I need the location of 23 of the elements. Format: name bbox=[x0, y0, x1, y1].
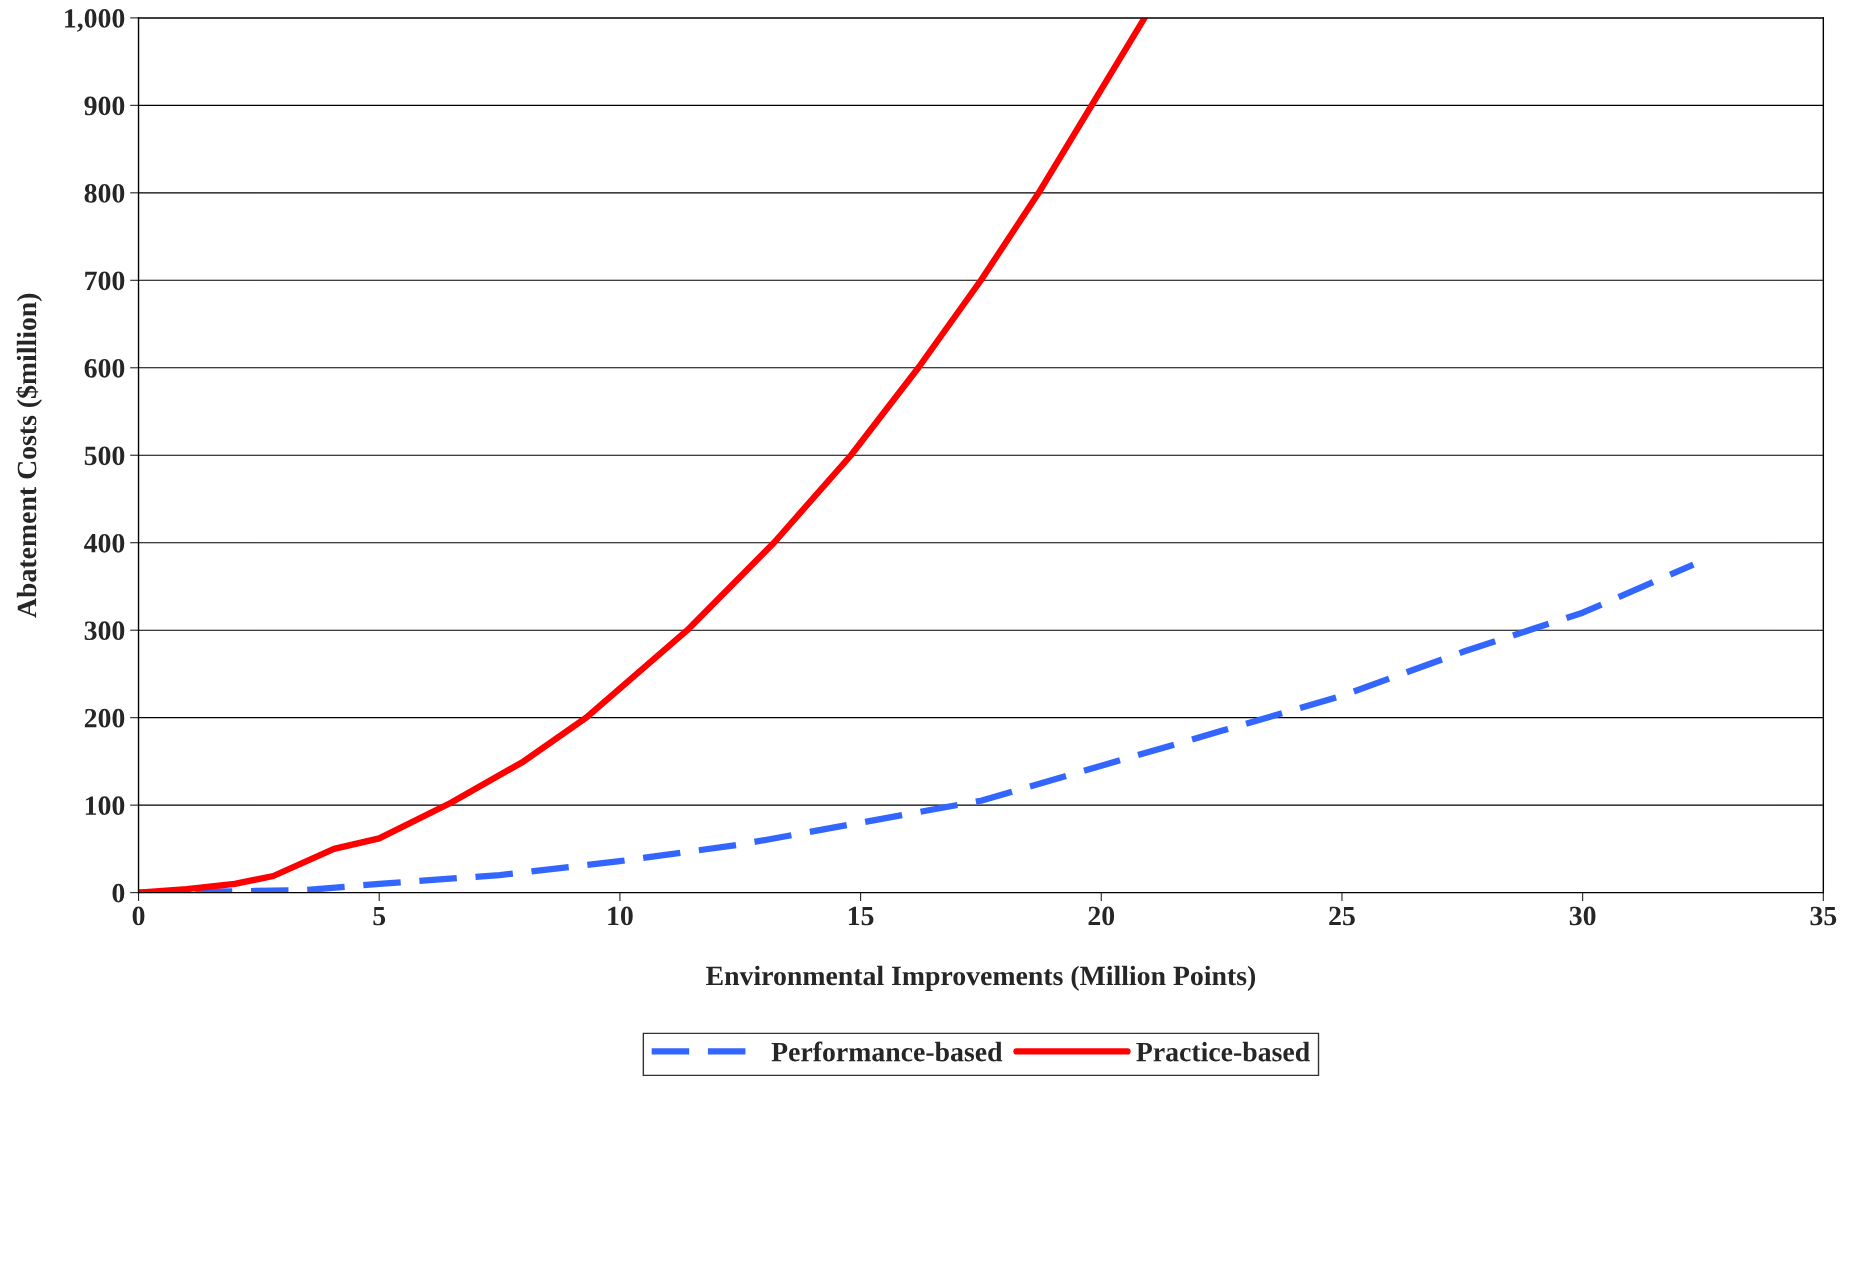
y-axis-title: Abatement Costs ($million) bbox=[15, 293, 42, 618]
y-tick-label: 700 bbox=[85, 271, 125, 291]
y-tick-label: 0 bbox=[112, 883, 125, 903]
x-tick-label: 5 bbox=[373, 906, 386, 926]
x-tick-label: 30 bbox=[1569, 906, 1596, 926]
y-tick-label: 500 bbox=[84, 446, 125, 466]
y-tick-label: 600 bbox=[84, 358, 125, 378]
y-tick-label: 100 bbox=[85, 796, 125, 816]
y-tick-label: 800 bbox=[84, 183, 125, 203]
x-tick-label: 10 bbox=[608, 906, 633, 926]
y-tick-label: 400 bbox=[84, 533, 125, 553]
x-tick-label: 20 bbox=[1088, 906, 1115, 926]
x-axis-title: Environmental Improvements (Million Points) bbox=[706, 965, 1256, 991]
x-tick-label: 15 bbox=[848, 906, 874, 926]
x-tick-label: 25 bbox=[1329, 906, 1355, 926]
legend-label: Performance-based bbox=[771, 1041, 1003, 1062]
y-tick-label: 1,000 bbox=[65, 9, 125, 32]
x-tick-label: 35 bbox=[1810, 906, 1837, 926]
y-tick-label: 300 bbox=[84, 621, 125, 641]
y-tick-label: 900 bbox=[84, 96, 125, 116]
y-tick-label: 200 bbox=[84, 708, 125, 728]
x-tick-label: 0 bbox=[132, 906, 145, 926]
legend-label: Practice-based bbox=[1136, 1041, 1310, 1062]
